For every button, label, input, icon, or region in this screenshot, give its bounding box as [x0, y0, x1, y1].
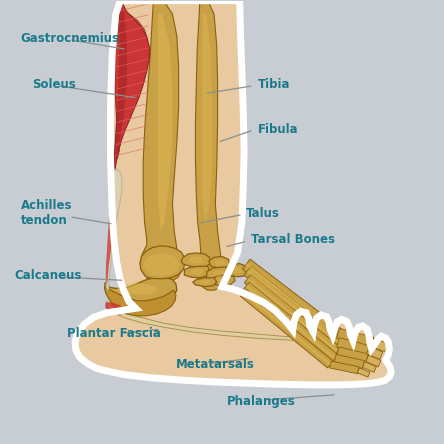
Polygon shape: [245, 262, 338, 335]
Polygon shape: [246, 285, 336, 360]
Polygon shape: [75, 1, 391, 385]
Polygon shape: [357, 368, 370, 377]
Polygon shape: [337, 329, 374, 348]
Polygon shape: [106, 201, 115, 286]
Text: Metatarsals: Metatarsals: [175, 358, 254, 371]
Polygon shape: [105, 289, 176, 316]
Polygon shape: [362, 362, 377, 372]
Polygon shape: [199, 280, 211, 284]
Polygon shape: [232, 267, 242, 274]
Text: Fibula: Fibula: [258, 123, 298, 135]
Polygon shape: [116, 5, 127, 160]
Polygon shape: [334, 354, 365, 369]
Polygon shape: [214, 260, 225, 266]
Polygon shape: [227, 264, 248, 277]
Text: Talus: Talus: [246, 206, 280, 220]
Polygon shape: [191, 269, 203, 275]
Polygon shape: [242, 292, 331, 365]
Polygon shape: [158, 14, 172, 231]
Polygon shape: [246, 270, 339, 344]
Polygon shape: [140, 1, 183, 284]
Polygon shape: [366, 355, 381, 367]
Text: Calcaneus: Calcaneus: [14, 270, 81, 282]
Polygon shape: [143, 253, 180, 276]
Polygon shape: [337, 347, 368, 363]
Polygon shape: [209, 257, 230, 268]
Polygon shape: [242, 259, 341, 338]
Text: Achilles
tendon: Achilles tendon: [20, 199, 72, 227]
Polygon shape: [244, 274, 341, 355]
Polygon shape: [195, 1, 224, 290]
Text: Tarsal Bones: Tarsal Bones: [251, 233, 335, 246]
Polygon shape: [105, 302, 124, 315]
Polygon shape: [202, 14, 212, 222]
Polygon shape: [243, 282, 338, 362]
Text: Phalanges: Phalanges: [226, 395, 295, 408]
Polygon shape: [371, 338, 388, 352]
Polygon shape: [217, 278, 229, 283]
Polygon shape: [244, 266, 341, 347]
Polygon shape: [140, 246, 185, 279]
Polygon shape: [184, 266, 210, 278]
Polygon shape: [106, 301, 384, 346]
Polygon shape: [181, 253, 211, 267]
Polygon shape: [247, 278, 338, 353]
Polygon shape: [116, 283, 158, 295]
Polygon shape: [193, 278, 217, 287]
Polygon shape: [189, 257, 203, 264]
Polygon shape: [213, 270, 224, 277]
Polygon shape: [206, 267, 230, 280]
Polygon shape: [211, 275, 235, 286]
Polygon shape: [330, 361, 359, 374]
Text: Soleus: Soleus: [32, 78, 75, 91]
Text: Tibia: Tibia: [258, 78, 290, 91]
Polygon shape: [114, 1, 150, 170]
Polygon shape: [337, 338, 369, 355]
Polygon shape: [241, 289, 333, 368]
Polygon shape: [367, 347, 383, 359]
Text: Gastrocnemius: Gastrocnemius: [20, 32, 119, 45]
Polygon shape: [106, 170, 122, 289]
Polygon shape: [105, 278, 177, 303]
Text: Plantar Fascia: Plantar Fascia: [67, 327, 161, 340]
Polygon shape: [116, 14, 148, 160]
